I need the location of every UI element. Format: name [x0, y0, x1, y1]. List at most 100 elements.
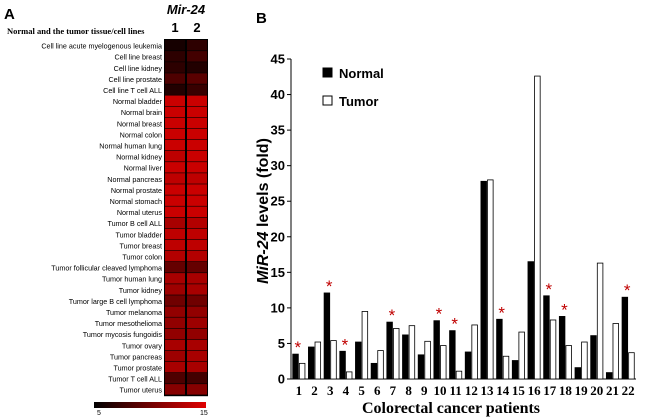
bar-tumor	[549, 319, 557, 380]
bar-normal	[511, 360, 519, 380]
bar-tumor	[581, 341, 588, 380]
bar-normal	[417, 354, 425, 380]
x-tick-label: 20	[590, 383, 603, 398]
bar-normal	[308, 346, 315, 380]
heatmap-row-label: Tumor large B cell lymphoma	[69, 297, 162, 306]
significance-asterisk: *	[389, 306, 396, 325]
heatmap-cell	[165, 162, 185, 173]
heatmap-col-label-2: 2	[193, 20, 200, 35]
heatmap-cell	[165, 284, 185, 295]
heatmap-cell	[187, 40, 207, 51]
bar-tumor	[612, 323, 619, 380]
significance-asterisk: *	[624, 281, 631, 300]
bar-normal	[386, 321, 393, 380]
heatmap-cell	[187, 173, 207, 184]
heatmap-cell	[165, 350, 185, 362]
x-tick-label: 9	[421, 383, 428, 398]
heatmap-row-label: Tumor human lung	[102, 275, 162, 284]
heatmap-cell	[187, 295, 207, 306]
y-tick-label: 5	[278, 336, 285, 351]
y-axis-label-rest: levels (fold)	[255, 138, 272, 231]
heatmap-cell	[165, 384, 185, 395]
bar-normal	[292, 353, 299, 380]
heatmap-cell	[187, 262, 207, 273]
heatmap-cell	[187, 73, 207, 84]
heatmap-row-label: Cell line acute myelogenous leukemia	[41, 42, 162, 51]
heatmap-cell	[165, 262, 185, 273]
significance-asterisk: *	[451, 315, 458, 334]
heatmap-cell	[187, 139, 207, 151]
bar-normal	[402, 334, 409, 380]
heatmap-cell	[165, 106, 185, 118]
heatmap-cell	[187, 328, 207, 340]
x-tick-label: 13	[481, 383, 495, 398]
heatmap-cell	[187, 373, 207, 384]
heatmap-cell	[187, 128, 207, 140]
x-tick-label: 21	[606, 383, 619, 398]
y-tick-label: 30	[271, 158, 285, 173]
colorbar-max-label: 15	[200, 410, 208, 417]
bar-tumor	[455, 370, 463, 380]
x-tick-label: 3	[327, 383, 334, 398]
heatmap-cell	[165, 195, 185, 206]
x-axis-ticks: 1 2 3 4 5 6 7 8 9 10 11 12 13 14 15 16 17 18 19 20 21 22	[296, 383, 635, 398]
legend: Normal Tumor	[322, 66, 384, 109]
x-tick-label: 19	[575, 383, 589, 398]
significance-asterisk: *	[498, 303, 505, 322]
bar-normal	[496, 318, 503, 380]
heatmap-cell	[187, 273, 207, 284]
heatmap-cell	[187, 162, 207, 173]
bar-normal	[355, 341, 362, 380]
legend-label-normal: Normal	[339, 66, 384, 81]
bar-normal	[480, 180, 487, 380]
heatmap-row-label: Tumor prostate	[114, 364, 162, 373]
bar-tumor	[518, 331, 525, 380]
heatmap-cell	[187, 151, 207, 162]
heatmap-cell	[165, 62, 185, 73]
bar-tumor	[408, 325, 416, 380]
heatmap-row-label: Tumor follicular cleaved lymphoma	[51, 264, 162, 273]
bar-normal	[590, 335, 597, 380]
heatmap-column-title: Mir-24	[167, 2, 206, 17]
heatmap-cell	[165, 40, 185, 51]
heatmap-row-label: Cell line kidney	[114, 64, 163, 73]
heatmap-cell	[187, 228, 207, 240]
heatmap-row-label: Cell line breast	[114, 53, 162, 62]
y-axis-label-italic: MiR-24	[255, 231, 272, 284]
x-tick-label: 14	[496, 383, 510, 398]
heatmap-header-label: Normal and the tumor tissue/cell lines	[7, 26, 145, 36]
bar-tumor	[314, 341, 322, 380]
bar-normal	[621, 296, 629, 380]
heatmap-cell	[165, 239, 185, 251]
x-axis-label: Colorectal cancer patients	[362, 400, 540, 417]
significance-asterisk: *	[436, 305, 443, 324]
heatmap-row-label: Normal breast	[117, 119, 162, 128]
heatmap-row-label: Tumor B cell ALL	[108, 219, 162, 228]
bar-tumor	[424, 340, 431, 380]
bar-tumor	[596, 262, 604, 380]
panel-b-letter: B	[256, 10, 267, 27]
heatmap-cell	[187, 217, 207, 229]
bar-normal	[527, 261, 534, 380]
bar-normal	[339, 350, 346, 380]
heatmap-cell	[187, 184, 207, 195]
bar-normal	[370, 362, 378, 380]
bar-series	[292, 75, 635, 380]
heatmap-cell	[187, 306, 207, 317]
bar-normal	[449, 330, 456, 380]
y-tick-label: 35	[271, 123, 285, 138]
heatmap-cell	[165, 51, 185, 62]
heatmap-row-label: Normal stomach	[110, 197, 162, 206]
significance-markers: * * * * * * * * * *	[295, 277, 631, 357]
x-tick-label: 8	[405, 383, 412, 398]
heatmap-cell	[165, 84, 185, 95]
bar-normal	[433, 320, 440, 380]
legend-swatch-tumor	[322, 95, 333, 106]
heatmap-cell	[165, 217, 185, 229]
heatmap-row-label: Normal prostate	[111, 186, 162, 195]
bar-tumor	[345, 371, 353, 380]
heatmap-cell	[187, 350, 207, 362]
heatmap-cell	[165, 228, 185, 240]
heatmap-row-label: Tumor melanoma	[106, 308, 162, 317]
